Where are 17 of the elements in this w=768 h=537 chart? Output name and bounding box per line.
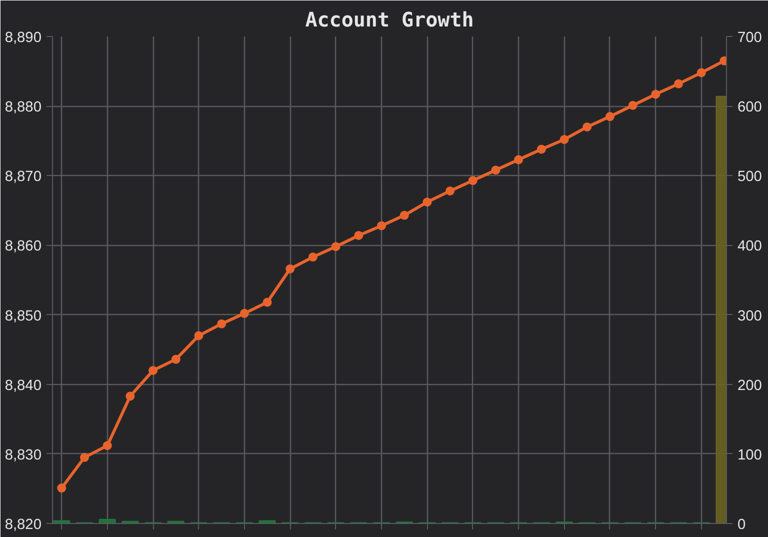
y-tick-label: 8,840 (4, 378, 42, 394)
y2-tick-label: 600 (738, 100, 762, 116)
chart-title: Account Growth (305, 8, 474, 32)
y-tick-label: 8,830 (4, 447, 42, 464)
y-tick-label: 8,870 (4, 169, 42, 186)
y-tick-label: 8,820 (4, 517, 42, 533)
y2-tick-label: 200 (738, 378, 762, 394)
y-tick-label: 8,860 (4, 238, 42, 255)
y-tick-label: 8,890 (4, 30, 42, 46)
y-tick-label: 8,850 (4, 308, 42, 324)
y2-tick-label: 300 (738, 308, 762, 324)
y-tick-label: 8,880 (4, 100, 42, 116)
y2-tick-label: 500 (738, 169, 762, 186)
y2-tick-label: 0 (738, 517, 746, 533)
y2-tick-label: 100 (738, 447, 762, 464)
y2-tick-label: 700 (738, 30, 762, 46)
y2-tick-label: 400 (738, 238, 762, 255)
